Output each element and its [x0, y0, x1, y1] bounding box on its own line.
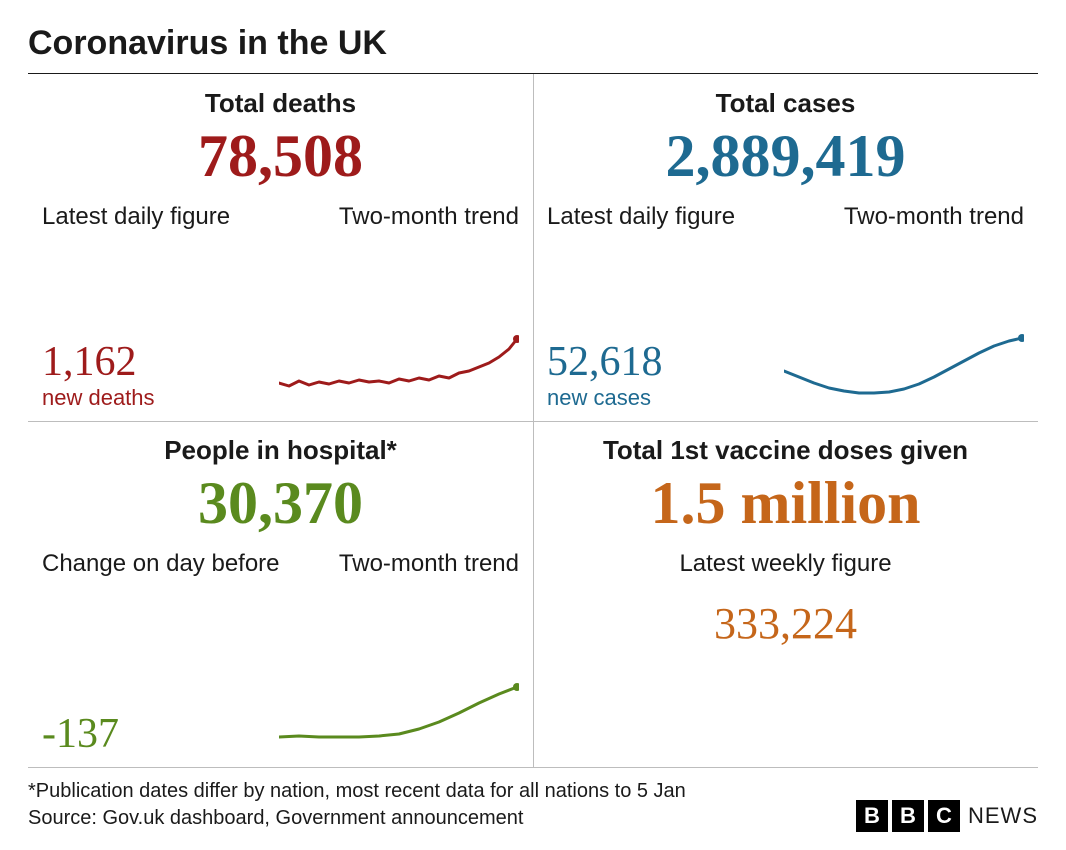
latest-label: Latest daily figure: [547, 203, 735, 231]
stats-grid: Total deaths 78,508 Latest daily figure …: [28, 74, 1038, 767]
panel-title: Total cases: [547, 88, 1024, 119]
sublabel-row: Latest daily figure Two-month trend: [42, 203, 519, 231]
hospital-change-value: -137: [42, 713, 119, 755]
latest-deaths-value: 1,162: [42, 341, 155, 383]
panel-vaccine: Total 1st vaccine doses given 1.5 millio…: [533, 421, 1038, 768]
sparkline-hospital: [279, 667, 519, 757]
total-hospital: 30,370: [42, 470, 519, 536]
bbc-block: B: [856, 800, 888, 832]
sublabel-row: Latest daily figure Two-month trend: [547, 203, 1024, 231]
page-title: Coronavirus in the UK: [28, 24, 1038, 63]
bottom-row: -137: [42, 588, 519, 758]
sparkline-cases: [784, 321, 1024, 411]
panel-title: Total 1st vaccine doses given: [547, 435, 1024, 466]
footer: *Publication dates differ by nation, mos…: [28, 778, 1038, 832]
vaccine-weekly-value: 333,224: [547, 602, 1024, 646]
panel-cases: Total cases 2,889,419 Latest daily figur…: [533, 74, 1038, 421]
footnote-line1: *Publication dates differ by nation, mos…: [28, 778, 686, 805]
total-vaccine: 1.5 million: [547, 470, 1024, 536]
total-cases: 2,889,419: [547, 123, 1024, 189]
vaccine-sublabel: Latest weekly figure: [547, 550, 1024, 578]
bbc-block: B: [892, 800, 924, 832]
grid-hline: [28, 421, 1038, 422]
total-deaths: 78,508: [42, 123, 519, 189]
sparkline-deaths: [279, 321, 519, 411]
trend-label: Two-month trend: [844, 203, 1024, 231]
bbc-news-text: NEWS: [968, 803, 1038, 829]
latest-deaths-label: new deaths: [42, 385, 155, 411]
panel-hospital: People in hospital* 30,370 Change on day…: [28, 421, 533, 768]
panel-title: People in hospital*: [42, 435, 519, 466]
latest-cases-value: 52,618: [547, 341, 663, 383]
footnote-line2: Source: Gov.uk dashboard, Government ann…: [28, 805, 686, 832]
latest-cases-label: new cases: [547, 385, 663, 411]
footer-rule: [28, 767, 1038, 768]
latest-label: Latest daily figure: [42, 203, 230, 231]
bottom-row: 1,162 new deaths: [42, 241, 519, 411]
trend-label: Two-month trend: [339, 550, 519, 578]
bbc-logo-icon: B B C: [856, 800, 960, 832]
sublabel-row: Change on day before Two-month trend: [42, 550, 519, 578]
bbc-attribution: B B C NEWS: [856, 800, 1038, 832]
footnotes: *Publication dates differ by nation, mos…: [28, 778, 686, 832]
latest-block: 1,162 new deaths: [42, 341, 155, 411]
infographic-card: Coronavirus in the UK Total deaths 78,50…: [0, 0, 1066, 850]
latest-block: -137: [42, 713, 119, 757]
trend-label: Two-month trend: [339, 203, 519, 231]
panel-deaths: Total deaths 78,508 Latest daily figure …: [28, 74, 533, 421]
latest-block: 52,618 new cases: [547, 341, 663, 411]
change-label: Change on day before: [42, 550, 280, 578]
bbc-block: C: [928, 800, 960, 832]
bottom-row: 52,618 new cases: [547, 241, 1024, 411]
panel-title: Total deaths: [42, 88, 519, 119]
